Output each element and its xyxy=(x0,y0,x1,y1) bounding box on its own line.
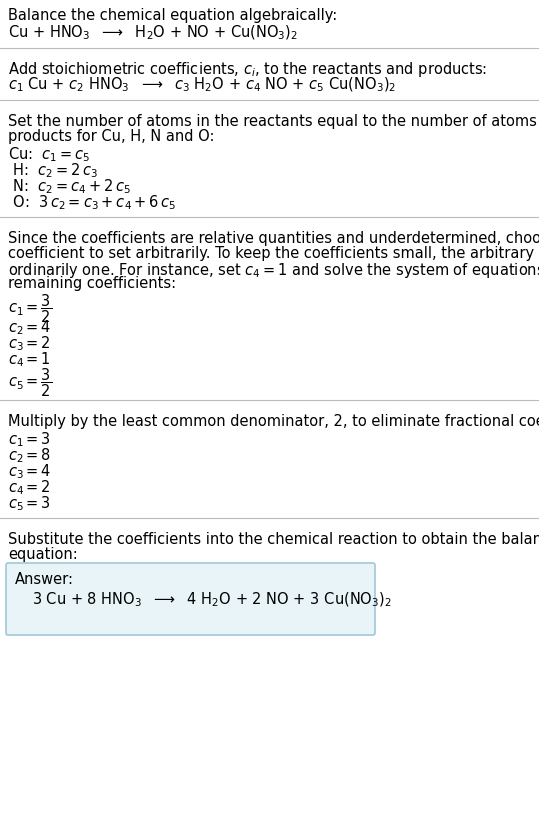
Text: coefficient to set arbitrarily. To keep the coefficients small, the arbitrary va: coefficient to set arbitrarily. To keep … xyxy=(8,246,539,261)
Text: Cu:  $c_1 = c_5$: Cu: $c_1 = c_5$ xyxy=(8,145,91,164)
Text: $c_5 = \dfrac{3}{2}$: $c_5 = \dfrac{3}{2}$ xyxy=(8,366,52,399)
Text: Answer:: Answer: xyxy=(15,572,74,587)
Text: $c_4 = 1$: $c_4 = 1$ xyxy=(8,350,51,369)
Text: 3 Cu + 8 HNO$_3$  $\longrightarrow$  4 H$_2$O + 2 NO + 3 Cu(NO$_3$)$_2$: 3 Cu + 8 HNO$_3$ $\longrightarrow$ 4 H$_… xyxy=(32,591,392,609)
Text: H:  $c_2 = 2\,c_3$: H: $c_2 = 2\,c_3$ xyxy=(8,161,98,180)
Text: $c_1$ Cu + $c_2$ HNO$_3$  $\longrightarrow$  $c_3$ H$_2$O + $c_4$ NO + $c_5$ Cu(: $c_1$ Cu + $c_2$ HNO$_3$ $\longrightarro… xyxy=(8,76,396,95)
Text: $c_1 = \dfrac{3}{2}$: $c_1 = \dfrac{3}{2}$ xyxy=(8,292,52,325)
Text: $c_2 = 8$: $c_2 = 8$ xyxy=(8,446,51,464)
Text: $c_4 = 2$: $c_4 = 2$ xyxy=(8,478,51,496)
Text: products for Cu, H, N and O:: products for Cu, H, N and O: xyxy=(8,129,215,144)
Text: remaining coefficients:: remaining coefficients: xyxy=(8,276,176,291)
Text: $c_2 = 4$: $c_2 = 4$ xyxy=(8,318,51,337)
Text: O:  $3\,c_2 = c_3 + c_4 + 6\,c_5$: O: $3\,c_2 = c_3 + c_4 + 6\,c_5$ xyxy=(8,193,176,212)
Text: $c_3 = 2$: $c_3 = 2$ xyxy=(8,334,51,353)
Text: Add stoichiometric coefficients, $c_i$, to the reactants and products:: Add stoichiometric coefficients, $c_i$, … xyxy=(8,60,487,79)
Text: Multiply by the least common denominator, 2, to eliminate fractional coefficient: Multiply by the least common denominator… xyxy=(8,414,539,429)
Text: $c_5 = 3$: $c_5 = 3$ xyxy=(8,494,51,513)
Text: $c_1 = 3$: $c_1 = 3$ xyxy=(8,430,51,449)
Text: Set the number of atoms in the reactants equal to the number of atoms in the: Set the number of atoms in the reactants… xyxy=(8,114,539,129)
Text: equation:: equation: xyxy=(8,547,78,562)
Text: Balance the chemical equation algebraically:: Balance the chemical equation algebraica… xyxy=(8,8,337,23)
Text: Since the coefficients are relative quantities and underdetermined, choose a: Since the coefficients are relative quan… xyxy=(8,231,539,246)
Text: ordinarily one. For instance, set $c_4 = 1$ and solve the system of equations fo: ordinarily one. For instance, set $c_4 =… xyxy=(8,261,539,280)
FancyBboxPatch shape xyxy=(6,563,375,635)
Text: $c_3 = 4$: $c_3 = 4$ xyxy=(8,462,51,481)
Text: Substitute the coefficients into the chemical reaction to obtain the balanced: Substitute the coefficients into the che… xyxy=(8,532,539,547)
Text: Cu + HNO$_3$  $\longrightarrow$  H$_2$O + NO + Cu(NO$_3$)$_2$: Cu + HNO$_3$ $\longrightarrow$ H$_2$O + … xyxy=(8,24,298,43)
Text: N:  $c_2 = c_4 + 2\,c_5$: N: $c_2 = c_4 + 2\,c_5$ xyxy=(8,177,131,196)
